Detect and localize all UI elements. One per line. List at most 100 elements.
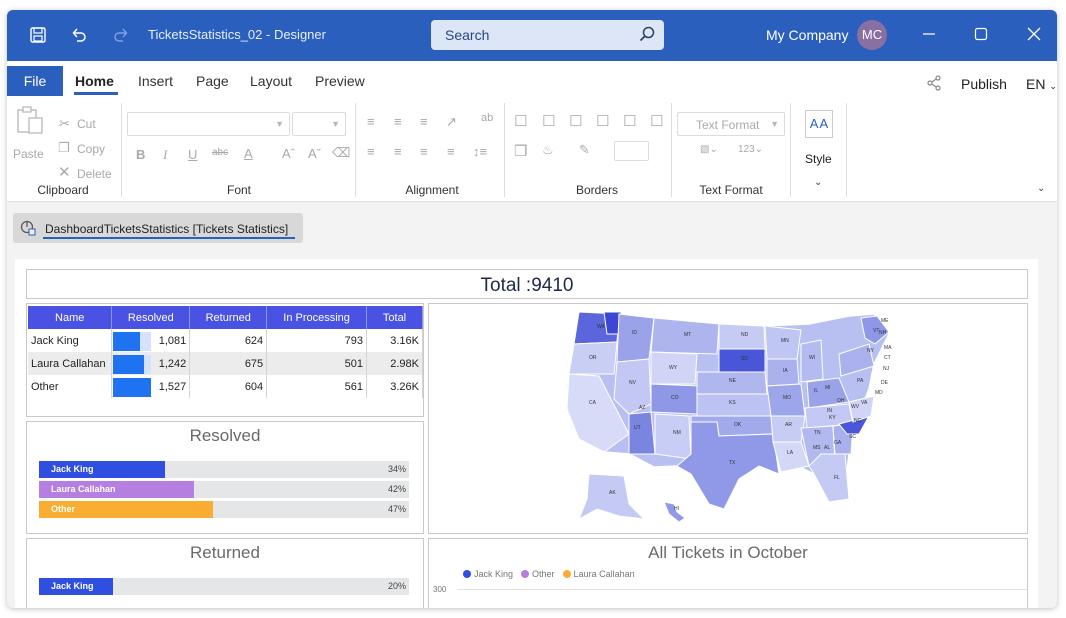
font-color-icon[interactable]: A bbox=[244, 146, 253, 161]
align-bottom-icon[interactable]: ≡ bbox=[420, 114, 428, 129]
table-row[interactable]: Laura Callahan 1,242 675 501 2.98K bbox=[28, 352, 423, 375]
state-label: DE bbox=[881, 380, 889, 386]
underline-icon[interactable]: U bbox=[188, 147, 198, 162]
style-button[interactable]: Style bbox=[805, 152, 832, 166]
state-shape bbox=[616, 313, 655, 363]
returned-chart-panel[interactable]: Returned Jack King 20% bbox=[26, 538, 424, 608]
undo-icon[interactable] bbox=[68, 24, 90, 46]
style-icon[interactable]: A A bbox=[805, 110, 833, 138]
map-panel[interactable]: WA OR CA ID NV MT WY UT AZ CO NM ND SD NE KS OK TX MN IA MO… bbox=[428, 303, 1028, 534]
save-icon[interactable] bbox=[27, 24, 49, 46]
number-format-icon[interactable]: ▧⌄ bbox=[700, 144, 718, 155]
menu-bar: File Home Insert Page Layout Preview Pub… bbox=[7, 61, 1057, 97]
total-panel[interactable]: Total :9410 bbox=[26, 269, 1028, 299]
avatar[interactable]: MC bbox=[857, 20, 887, 50]
tab-page[interactable]: Page bbox=[196, 73, 229, 89]
border-color-icon[interactable]: ✎ bbox=[579, 142, 590, 157]
text-format-dropdown[interactable]: Text Format ▼ bbox=[677, 112, 785, 136]
copy-icon[interactable]: ❐ bbox=[58, 140, 70, 155]
ribbon: Paste ✂ Cut ❐ Copy ✕ Delete Clipboard ▼ … bbox=[7, 97, 1057, 202]
font-family-dropdown[interactable]: ▼ bbox=[127, 112, 290, 136]
cut-icon[interactable]: ✂ bbox=[59, 116, 70, 131]
state-label: NE bbox=[729, 378, 737, 384]
tab-home[interactable]: Home bbox=[75, 73, 114, 89]
bar[interactable] bbox=[39, 578, 113, 595]
close-icon[interactable] bbox=[1022, 22, 1046, 46]
line-spacing-icon[interactable]: ↕≡ bbox=[473, 144, 488, 159]
alignment-group-label: Alignment bbox=[405, 183, 459, 197]
border-none-icon[interactable]: ☐ bbox=[650, 113, 664, 130]
border-bottom-icon[interactable]: ☐ bbox=[623, 113, 637, 130]
state-label: CA bbox=[589, 400, 597, 406]
column-header-resolved[interactable]: Resolved bbox=[111, 306, 191, 329]
bar-label: Other bbox=[51, 504, 76, 514]
border-top-icon[interactable]: ☐ bbox=[569, 113, 583, 130]
font-group-label: Font bbox=[226, 183, 251, 197]
chevron-down-icon[interactable]: ⌄ bbox=[814, 177, 823, 188]
tab-layout[interactable]: Layout bbox=[250, 73, 293, 89]
align-left-icon[interactable]: ≡ bbox=[367, 144, 375, 159]
column-header-total[interactable]: Total bbox=[366, 306, 423, 329]
legend-item[interactable]: Jack King bbox=[463, 569, 513, 579]
shrink-font-icon[interactable]: Aˇ bbox=[308, 146, 321, 161]
tab-preview[interactable]: Preview bbox=[315, 73, 365, 89]
tab-insert[interactable]: Insert bbox=[138, 73, 174, 89]
state-label: WA bbox=[597, 324, 606, 330]
copy-button[interactable]: Copy bbox=[77, 142, 106, 156]
state-label: MO bbox=[783, 395, 791, 401]
text-angle-icon[interactable]: ↗ bbox=[446, 114, 457, 129]
grid-panel[interactable]: Name Resolved Returned In Processing Tot… bbox=[26, 303, 424, 417]
bold-icon[interactable]: B bbox=[136, 147, 146, 162]
table-row[interactable]: Jack King 1,081 624 793 3.16K bbox=[28, 329, 423, 352]
share-icon[interactable] bbox=[926, 75, 942, 96]
paste-label[interactable]: Paste bbox=[13, 147, 44, 161]
strikethrough-icon[interactable]: abc bbox=[212, 147, 229, 158]
october-chart-panel[interactable]: All Tickets in October Jack King Other L… bbox=[428, 538, 1028, 608]
wrap-text-icon[interactable]: ab bbox=[481, 112, 494, 124]
decimal-format-icon[interactable]: 123⌄ bbox=[738, 144, 764, 155]
bar[interactable] bbox=[39, 461, 165, 478]
border-left-icon[interactable]: ☐ bbox=[542, 113, 556, 130]
table-row[interactable]: Other 1,527 604 561 3.26K bbox=[28, 375, 423, 398]
align-middle-icon[interactable]: ≡ bbox=[394, 114, 402, 129]
delete-icon[interactable]: ✕ bbox=[58, 164, 71, 181]
legend-item[interactable]: Other bbox=[521, 569, 555, 579]
italic-icon[interactable]: I bbox=[163, 147, 168, 162]
column-header-returned[interactable]: Returned bbox=[189, 306, 268, 329]
justify-icon[interactable]: ≡ bbox=[447, 144, 455, 159]
grow-font-icon[interactable]: Aˆ bbox=[282, 146, 295, 161]
tab-file[interactable]: File bbox=[7, 66, 63, 96]
resolved-chart-panel[interactable]: Resolved Jack King 34% Laura Callahan 42% Ot… bbox=[26, 421, 424, 534]
column-header-in-processing[interactable]: In Processing bbox=[266, 306, 368, 329]
redo-icon[interactable] bbox=[110, 24, 132, 46]
bar[interactable] bbox=[39, 481, 194, 498]
align-center-icon[interactable]: ≡ bbox=[394, 144, 402, 159]
align-top-icon[interactable]: ≡ bbox=[367, 114, 375, 129]
maximize-icon[interactable] bbox=[969, 22, 993, 46]
border-all-icon[interactable]: ☐ bbox=[514, 113, 528, 130]
legend-item[interactable]: Laura Callahan bbox=[562, 569, 635, 579]
cut-button[interactable]: Cut bbox=[77, 117, 96, 131]
cell-returned: 604 bbox=[189, 375, 268, 398]
border-right-icon[interactable]: ☐ bbox=[596, 113, 610, 130]
bar[interactable] bbox=[39, 501, 213, 518]
shadow-icon[interactable]: ❒ bbox=[514, 143, 528, 160]
delete-button[interactable]: Delete bbox=[77, 167, 112, 181]
language-select[interactable]: EN ⌄ bbox=[1026, 76, 1057, 92]
clear-format-icon[interactable]: ⌫ bbox=[332, 145, 351, 160]
document-tab[interactable]: DashboardTicketsStatistics [Tickets Stat… bbox=[13, 213, 303, 243]
state-label: ME bbox=[881, 318, 889, 324]
border-style-dropdown[interactable] bbox=[614, 141, 649, 161]
bar-label: Jack King bbox=[51, 581, 94, 591]
align-right-icon[interactable]: ≡ bbox=[420, 144, 428, 159]
fill-color-icon[interactable]: ♨ bbox=[542, 142, 554, 157]
paste-icon[interactable] bbox=[15, 105, 45, 140]
minimize-icon[interactable] bbox=[917, 22, 941, 46]
legend-dot bbox=[521, 570, 530, 578]
search-input[interactable]: Search bbox=[431, 20, 664, 50]
font-size-dropdown[interactable]: ▼ bbox=[292, 112, 346, 136]
collapse-ribbon-icon[interactable]: ⌄ bbox=[1037, 183, 1046, 194]
text-format-group-label: Text Format bbox=[699, 183, 763, 197]
column-header-name[interactable]: Name bbox=[28, 306, 113, 329]
publish-button[interactable]: Publish bbox=[961, 76, 1007, 92]
